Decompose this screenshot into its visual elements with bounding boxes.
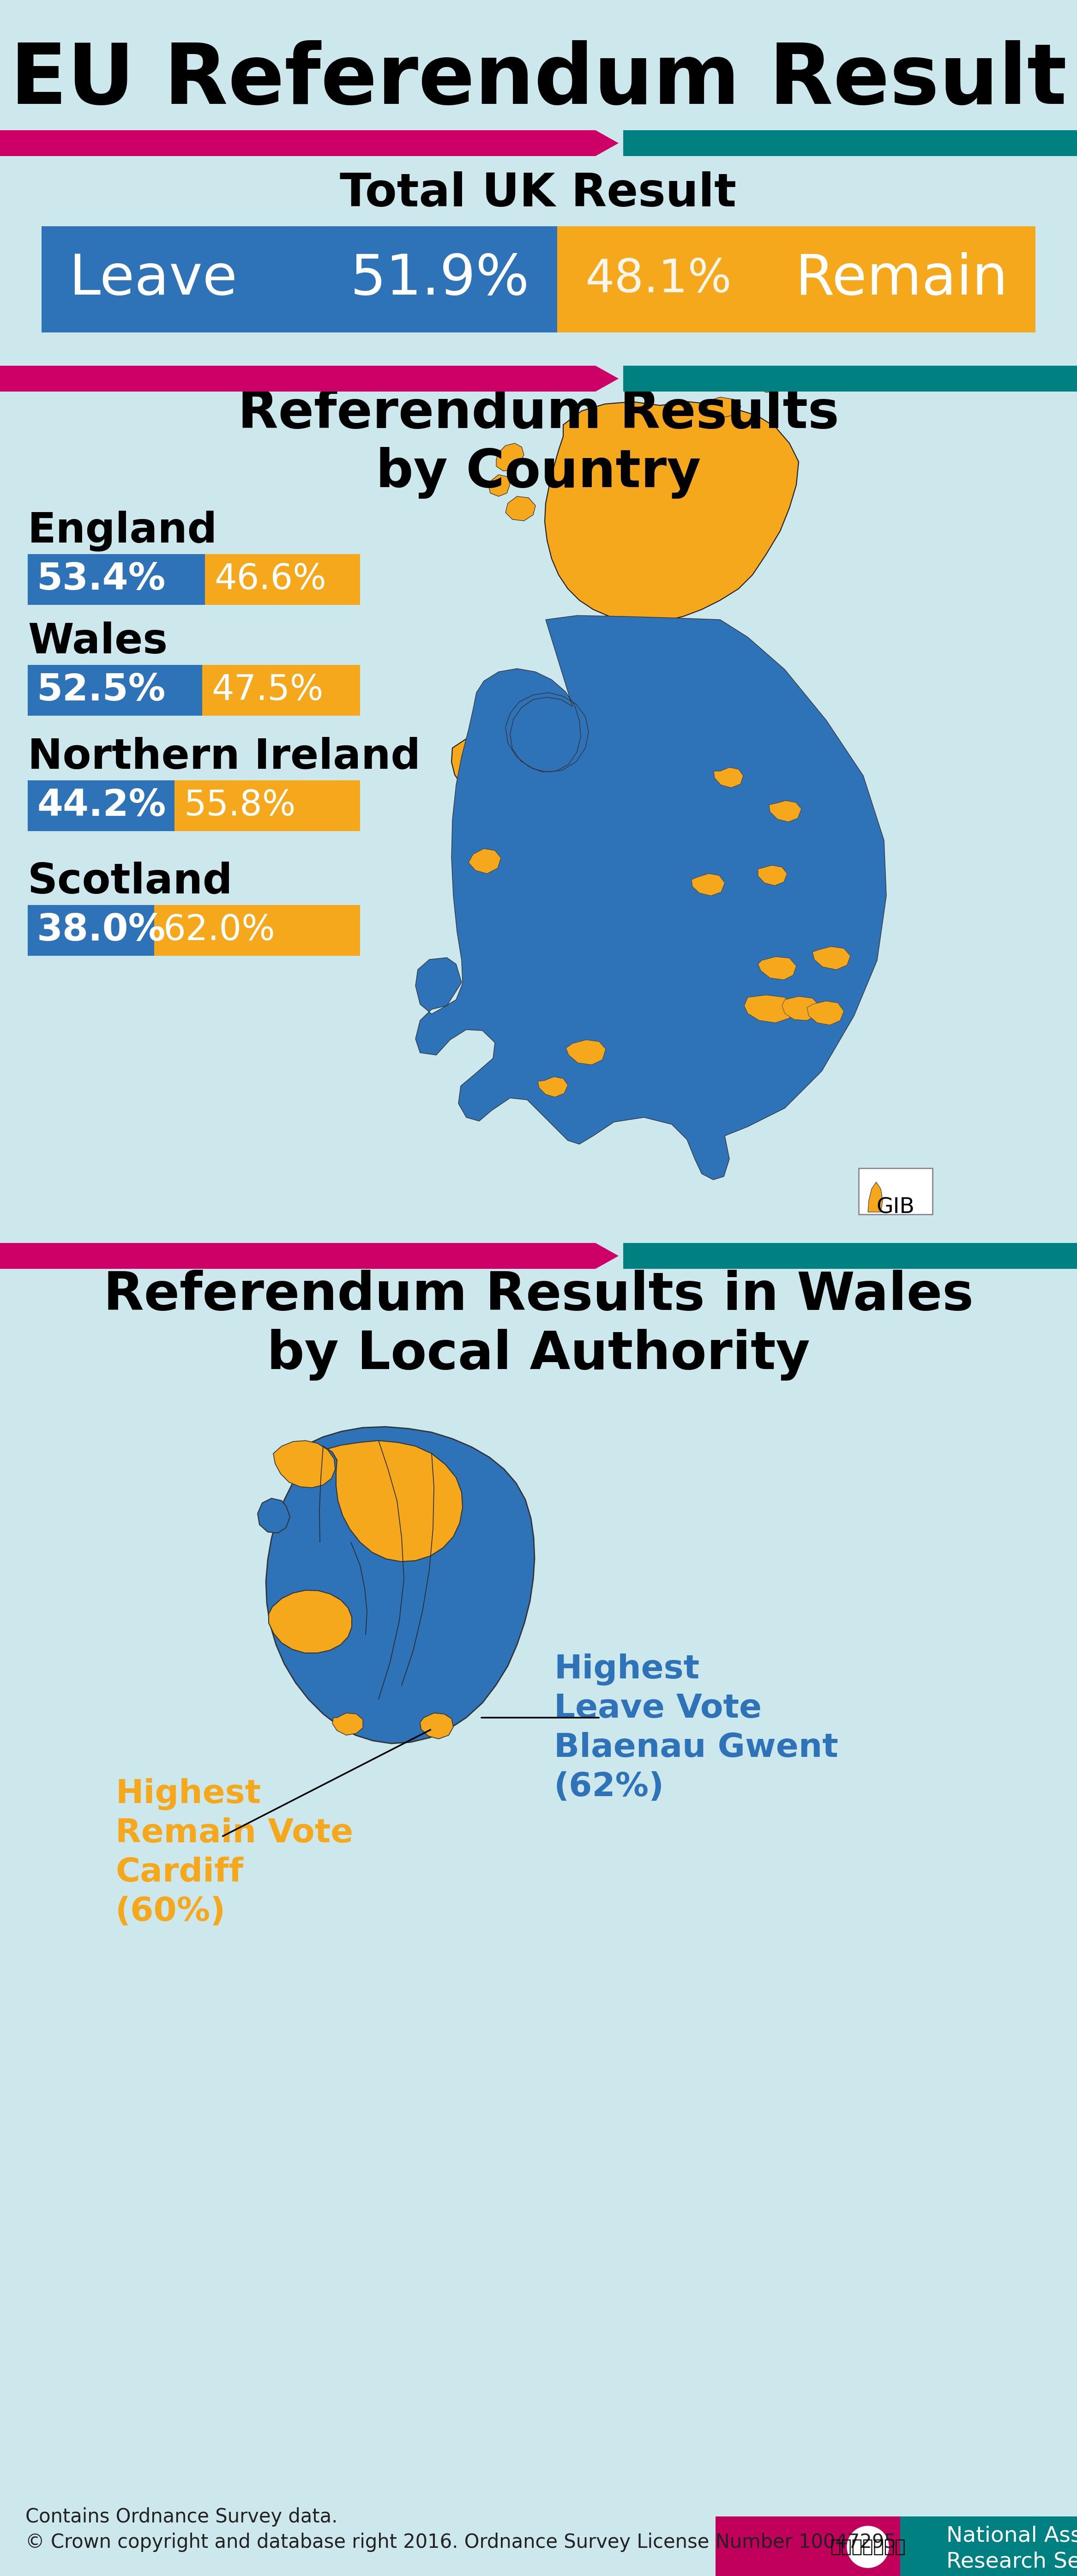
Bar [206,554,360,605]
Text: GIB: GIB [877,1198,914,1218]
Text: Referendum Results in Wales
by Local Authority: Referendum Results in Wales by Local Aut… [103,1270,974,1381]
Polygon shape [744,994,794,1023]
Text: Wales: Wales [28,621,168,662]
Bar [154,904,360,956]
Text: EU Referendum Result: EU Referendum Result [10,41,1066,121]
Text: England: England [28,510,218,551]
Bar [28,781,174,832]
Polygon shape [280,1440,462,1561]
Bar [174,781,360,832]
Polygon shape [624,131,1077,157]
Polygon shape [758,866,787,886]
Polygon shape [707,397,741,417]
Polygon shape [416,616,886,1180]
Text: 🏴󠁧󠁢󠁷󠁬󠁳󠁿: 🏴󠁧󠁢󠁷󠁬󠁳󠁿 [830,2537,906,2555]
Polygon shape [755,374,783,392]
Polygon shape [868,1182,883,1213]
Text: Referendum Results
by Country: Referendum Results by Country [238,389,839,500]
Text: 47.5%: 47.5% [211,672,323,708]
Bar [28,665,202,716]
Polygon shape [0,131,618,157]
Text: Leave: Leave [69,252,237,307]
Text: 52.5%: 52.5% [37,672,166,708]
Text: 62.0%: 62.0% [164,914,276,948]
Polygon shape [812,945,851,969]
Text: National Assembly for Wales
Research Service: National Assembly for Wales Research Ser… [947,2524,1077,2571]
Polygon shape [567,1041,605,1064]
Bar [715,2517,1077,2576]
Polygon shape [624,366,1077,392]
Bar [28,904,154,956]
Text: Northern Ireland: Northern Ireland [28,737,420,778]
Polygon shape [782,997,820,1020]
Text: 46.6%: 46.6% [214,562,326,598]
Text: Highest
Remain Vote
Cardiff
(60%): Highest Remain Vote Cardiff (60%) [115,1777,353,1927]
Text: Highest
Leave Vote
Blaenau Gwent
(62%): Highest Leave Vote Blaenau Gwent (62%) [554,1654,838,1803]
Polygon shape [488,474,510,497]
Polygon shape [451,734,533,799]
Polygon shape [0,366,618,392]
Bar [28,554,206,605]
Text: Scotland: Scotland [28,860,233,902]
Polygon shape [257,1499,290,1533]
Polygon shape [505,497,535,520]
Polygon shape [691,873,725,896]
Bar [558,227,1035,332]
Text: Contains Ordnance Survey data.
© Crown copyright and database right 2016. Ordnan: Contains Ordnance Survey data. © Crown c… [26,2506,896,2553]
Polygon shape [624,1244,1077,1270]
Polygon shape [333,1713,363,1736]
Polygon shape [537,1077,568,1097]
Text: 48.1%: 48.1% [585,258,731,301]
Polygon shape [714,768,743,788]
Bar [202,665,360,716]
Text: 38.0%: 38.0% [37,912,166,948]
Text: 55.8%: 55.8% [184,788,296,822]
Polygon shape [274,1440,335,1489]
Text: Remain: Remain [795,252,1008,307]
Polygon shape [769,801,801,822]
Text: 53.4%: 53.4% [37,562,166,598]
Text: Total UK Result: Total UK Result [340,173,737,216]
Polygon shape [468,848,501,873]
Bar [42,227,558,332]
Polygon shape [807,1002,844,1025]
Polygon shape [268,1589,352,1654]
Circle shape [848,2527,889,2568]
Polygon shape [0,1244,618,1270]
Polygon shape [496,443,523,471]
Text: 51.9%: 51.9% [350,252,530,307]
Polygon shape [758,956,796,979]
Polygon shape [266,1427,534,1744]
Bar [900,2517,1077,2576]
Polygon shape [420,1713,453,1739]
Text: 44.2%: 44.2% [37,788,166,824]
Polygon shape [545,402,799,623]
Bar [858,1167,933,1213]
